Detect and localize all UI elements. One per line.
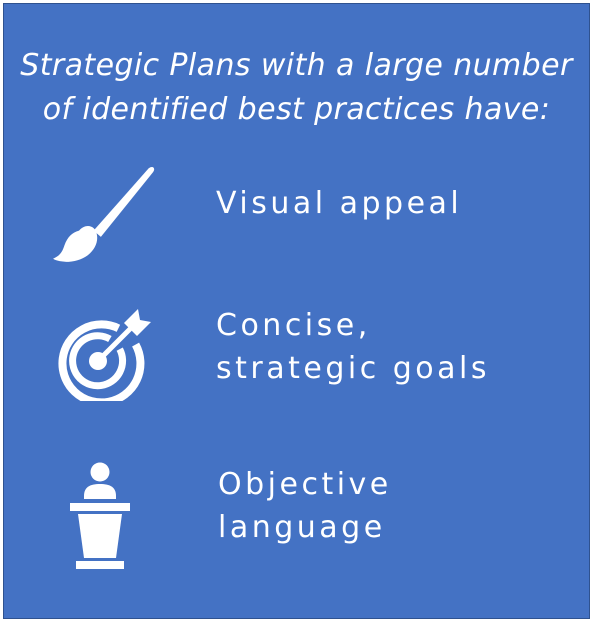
heading-line-2: of identified best practices have: — [42, 92, 551, 127]
paintbrush-icon — [53, 166, 155, 262]
heading-line-1: Strategic Plans with a large number — [20, 48, 573, 83]
item-label-line: Concise, — [216, 308, 371, 343]
target-arrow-icon — [58, 309, 151, 401]
speaker-podium-icon — [70, 462, 130, 569]
item-label-line: Visual appeal — [216, 186, 463, 221]
heading: Strategic Plans with a large number of i… — [4, 44, 589, 132]
item-label-line: strategic goals — [216, 351, 490, 386]
infographic-card: Strategic Plans with a large number of i… — [3, 3, 590, 619]
item-label-line: language — [218, 510, 386, 545]
item-label-visual-appeal: Visual appeal — [216, 182, 462, 225]
item-label-objective-language: Objective language — [218, 463, 392, 549]
item-label-line: Objective — [218, 467, 392, 502]
item-label-concise-goals: Concise, strategic goals — [216, 304, 490, 390]
